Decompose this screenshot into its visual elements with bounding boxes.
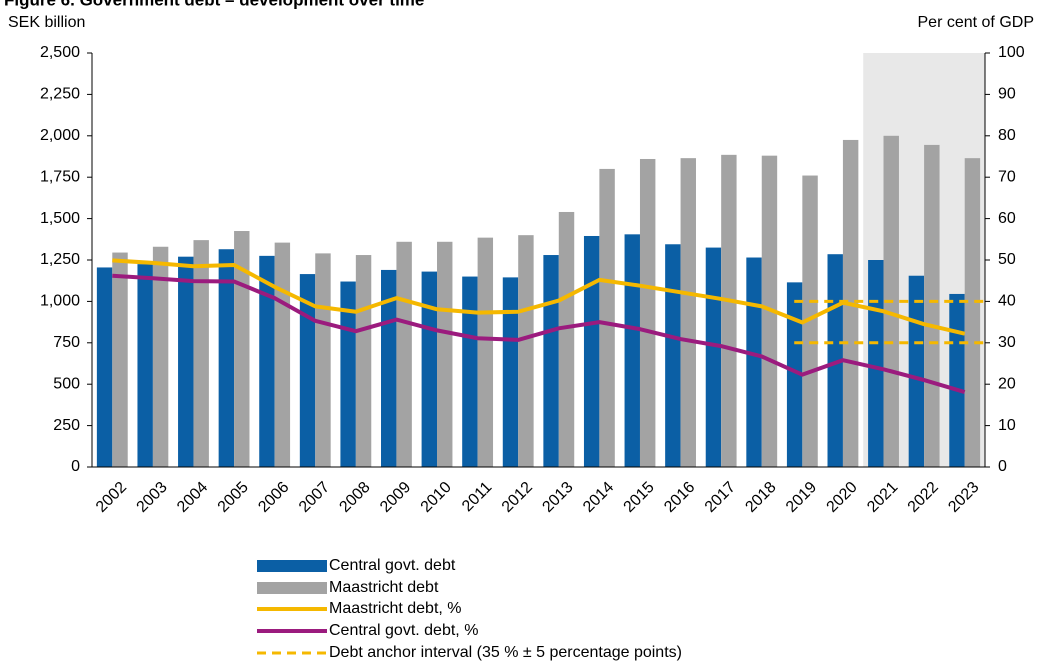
legend-label: Central govt. debt, % — [329, 622, 478, 639]
y2-tick-label: 100 — [998, 44, 1025, 61]
x-tick-label: 2006 — [255, 479, 292, 516]
bar — [299, 274, 316, 467]
bar — [665, 244, 681, 467]
x-tick-label: 2007 — [296, 479, 333, 516]
y-tick-label: 250 — [53, 417, 80, 434]
line — [112, 273, 966, 394]
bar — [705, 247, 722, 467]
x-tick-label: 2016 — [661, 479, 698, 516]
bar — [137, 264, 153, 467]
bar — [908, 275, 925, 467]
y2-tick-label: 10 — [998, 417, 1016, 434]
x-tick-label: 2020 — [824, 479, 861, 516]
bar — [259, 255, 275, 467]
bar — [96, 267, 113, 467]
y2-tick-label: 50 — [998, 251, 1016, 268]
bar — [355, 255, 372, 467]
y2-tick-label: 90 — [998, 86, 1016, 103]
y2-tick-label: 80 — [998, 127, 1016, 144]
bar — [315, 253, 331, 467]
bar — [680, 158, 696, 467]
x-tick-label: 2019 — [783, 479, 820, 516]
bar — [112, 252, 128, 467]
bar — [624, 234, 640, 467]
x-tick-label: 2013 — [539, 479, 576, 516]
bar — [543, 255, 559, 467]
x-tick-label: 2009 — [377, 479, 414, 516]
bar — [193, 240, 209, 467]
x-tick-label: 2021 — [864, 479, 901, 516]
bar — [786, 282, 803, 467]
bar — [583, 235, 600, 467]
y2-tick-label: 30 — [998, 334, 1016, 351]
x-tick-label: 2003 — [134, 479, 171, 516]
bar — [477, 237, 494, 467]
y2-tick-label: 40 — [998, 293, 1016, 310]
x-tick-label: 2017 — [702, 479, 739, 516]
y-tick-label: 1,000 — [40, 293, 80, 310]
bar — [721, 154, 737, 467]
bar — [502, 277, 519, 467]
x-tick-label: 2002 — [93, 479, 130, 516]
bar — [599, 168, 615, 468]
x-tick-label: 2018 — [742, 479, 779, 516]
y2-tick-label: 70 — [998, 168, 1016, 185]
line — [112, 258, 966, 336]
y2-tick-label: 60 — [998, 210, 1016, 227]
legend-swatch — [257, 560, 327, 572]
x-tick-label: 2012 — [499, 479, 536, 516]
x-tick-label: 2022 — [905, 479, 942, 516]
legend-label: Maastricht debt — [329, 579, 439, 596]
y2-tick-label: 20 — [998, 375, 1016, 392]
y-tick-label: 1,250 — [40, 251, 80, 268]
x-tick-label: 2004 — [174, 479, 211, 516]
bar — [234, 231, 250, 467]
bar — [518, 235, 534, 467]
x-tick-label: 2005 — [215, 479, 252, 516]
x-tick-label: 2010 — [418, 479, 455, 516]
y2-axis-label: Per cent of GDP — [918, 14, 1035, 31]
x-tick-label: 2015 — [621, 479, 658, 516]
bar — [218, 249, 235, 467]
bar — [437, 241, 453, 467]
bar — [152, 246, 169, 467]
bar — [178, 256, 194, 467]
x-tick-label: 2011 — [459, 479, 495, 515]
y-tick-label: 500 — [53, 375, 80, 392]
bar — [924, 144, 940, 467]
legend-label: Central govt. debt — [329, 557, 456, 574]
legend-label: Debt anchor interval (35 % ± 5 percentag… — [329, 644, 682, 661]
bar — [558, 211, 575, 467]
bar — [274, 242, 291, 467]
x-tick-label: 2023 — [945, 479, 982, 516]
x-tick-label: 2014 — [580, 479, 617, 516]
y-tick-label: 1,750 — [40, 168, 80, 185]
bar — [802, 175, 818, 467]
legend-swatch — [257, 582, 327, 594]
bar — [949, 293, 965, 467]
chart-title: Figure 6. Government debt – development … — [4, 0, 424, 9]
bar — [964, 158, 981, 467]
y2-tick-label: 0 — [998, 458, 1007, 475]
y-tick-label: 0 — [71, 458, 80, 475]
y-tick-label: 2,250 — [40, 86, 80, 103]
x-tick-label: 2008 — [336, 479, 373, 516]
y-tick-label: 2,000 — [40, 127, 80, 144]
bar — [746, 257, 762, 467]
y-tick-label: 750 — [53, 334, 80, 351]
bar — [396, 241, 412, 467]
y-tick-label: 2,500 — [40, 44, 80, 61]
bar — [421, 271, 438, 467]
y-axis-label: SEK billion — [8, 14, 85, 31]
y-tick-label: 1,500 — [40, 210, 80, 227]
bar — [462, 276, 478, 467]
legend-label: Maastricht debt, % — [329, 600, 462, 617]
bar — [868, 260, 884, 467]
bar — [639, 158, 656, 467]
